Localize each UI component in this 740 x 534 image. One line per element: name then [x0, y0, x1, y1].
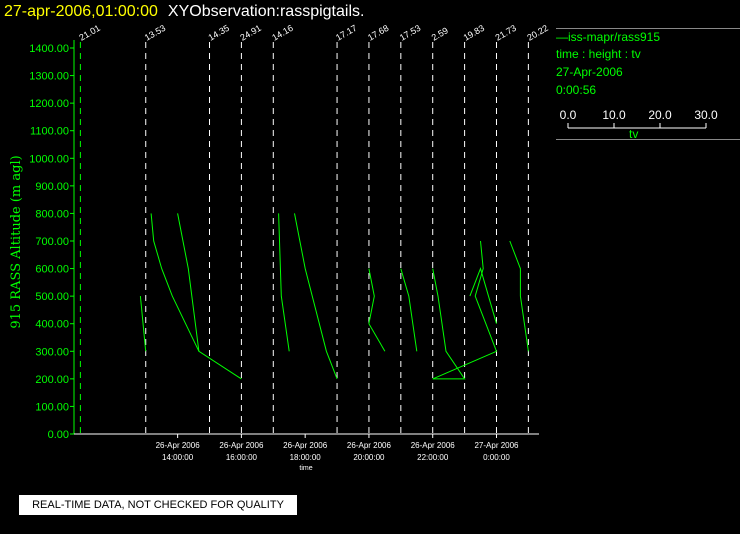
series-trace: [150, 213, 242, 380]
y-tick-label: 400.00: [35, 319, 69, 331]
profile-markers: 21.01 13.53 14.35 24.91 14.16 17.17 17.68 17.53…: [77, 23, 550, 434]
profile-marker-label: 14.16: [270, 23, 295, 43]
series-trace: [368, 268, 386, 352]
legend-date: 27-Apr-2006: [556, 65, 623, 79]
series-trace: [278, 213, 290, 352]
profile-marker-label: 17.53: [398, 23, 423, 43]
series-trace: [294, 213, 338, 380]
series-trace: [474, 240, 497, 352]
y-tick-label: 700.00: [35, 236, 69, 248]
series-trace: [432, 350, 497, 380]
profile-marker-label: 20.22: [525, 23, 550, 43]
series-traces: [139, 213, 529, 380]
profile-marker-label: 17.68: [366, 23, 391, 43]
x-tick-label-time: 22:00:00: [417, 453, 449, 462]
legend-time: 0:00:56: [556, 83, 597, 97]
y-tick-label: 1000.00: [29, 153, 69, 165]
legend-variables: time : height : tv: [556, 47, 641, 61]
x-tick-label-time: 14:00:00: [162, 453, 194, 462]
axes: 0.00 100.00 200.00 300.00 400.00 500.00 600.00…: [29, 40, 539, 462]
profile-marker-label: 14.35: [207, 23, 232, 43]
header-datetime: 27-apr-2006,01:00:00: [4, 3, 158, 20]
profile-marker-label: 13.53: [143, 23, 168, 43]
x-tick-label-date: 26-Apr 2006: [411, 441, 456, 450]
x-tick-label-date: 26-Apr 2006: [347, 441, 392, 450]
x-tick-label-time: 20:00:00: [353, 453, 385, 462]
x-tick-label-time: 16:00:00: [226, 453, 258, 462]
y-tick-label: 1200.00: [29, 98, 69, 110]
y-axis-label: 915 RASS Altitude (m agl): [9, 155, 24, 328]
y-tick-label: 0.00: [48, 429, 69, 441]
profile-marker-label: 17.17: [334, 23, 359, 43]
y-tick-label: 200.00: [35, 374, 69, 386]
colorbar-scale: 0.0 10.0 20.0 30.0: [560, 108, 718, 129]
series-trace: [177, 213, 200, 352]
y-tick-label: 1400.00: [29, 43, 69, 55]
series-trace: [432, 268, 466, 380]
legend-series-name: —iss-mapr/rass915: [556, 30, 661, 44]
legend-divider-top: [556, 28, 740, 29]
profile-marker-label: 24.91: [238, 23, 263, 43]
x-tick-label-date: 27-Apr 2006: [474, 441, 519, 450]
x-axis-label: time: [299, 465, 312, 472]
y-tick-label: 300.00: [35, 346, 69, 358]
colorbar-tick-label: 30.0: [694, 108, 718, 122]
y-tick-label: 100.00: [35, 401, 69, 413]
y-tick-label: 1300.00: [29, 71, 69, 83]
y-tick-label: 900.00: [35, 181, 69, 193]
series-trace: [469, 267, 497, 324]
series-trace: [509, 240, 529, 352]
colorbar-tick-label: 10.0: [602, 108, 626, 122]
profile-marker-label: 19.83: [462, 23, 487, 43]
series-trace: [139, 296, 147, 352]
chart-title: XYObservation:rasspigtails.: [167, 3, 365, 20]
colorbar-label: tv: [629, 127, 639, 141]
x-tick-label-date: 26-Apr 2006: [156, 441, 201, 450]
x-tick-label-time: 18:00:00: [290, 453, 322, 462]
profile-marker-label: 2.59: [430, 25, 450, 42]
profile-marker-label: 21.73: [493, 23, 518, 43]
series-trace: [400, 268, 418, 352]
profile-marker-label: 21.01: [77, 23, 102, 43]
chart-header: 27-apr-2006,01:00:00 XYObservation:rasspi…: [4, 2, 364, 22]
y-tick-label: 500.00: [35, 291, 69, 303]
x-tick-label-time: 0:00:00: [483, 453, 510, 462]
y-tick-label: 1100.00: [30, 126, 69, 138]
colorbar-tick-label: 20.0: [648, 108, 672, 122]
y-tick-label: 800.00: [35, 208, 69, 220]
y-tick-label: 600.00: [35, 264, 69, 276]
quality-disclaimer: REAL-TIME DATA, NOT CHECKED FOR QUALITY: [19, 495, 297, 515]
colorbar-tick-label: 0.0: [560, 108, 577, 122]
legend-divider-bottom: [556, 139, 740, 140]
x-tick-label-date: 26-Apr 2006: [283, 441, 328, 450]
x-tick-label-date: 26-Apr 2006: [219, 441, 264, 450]
